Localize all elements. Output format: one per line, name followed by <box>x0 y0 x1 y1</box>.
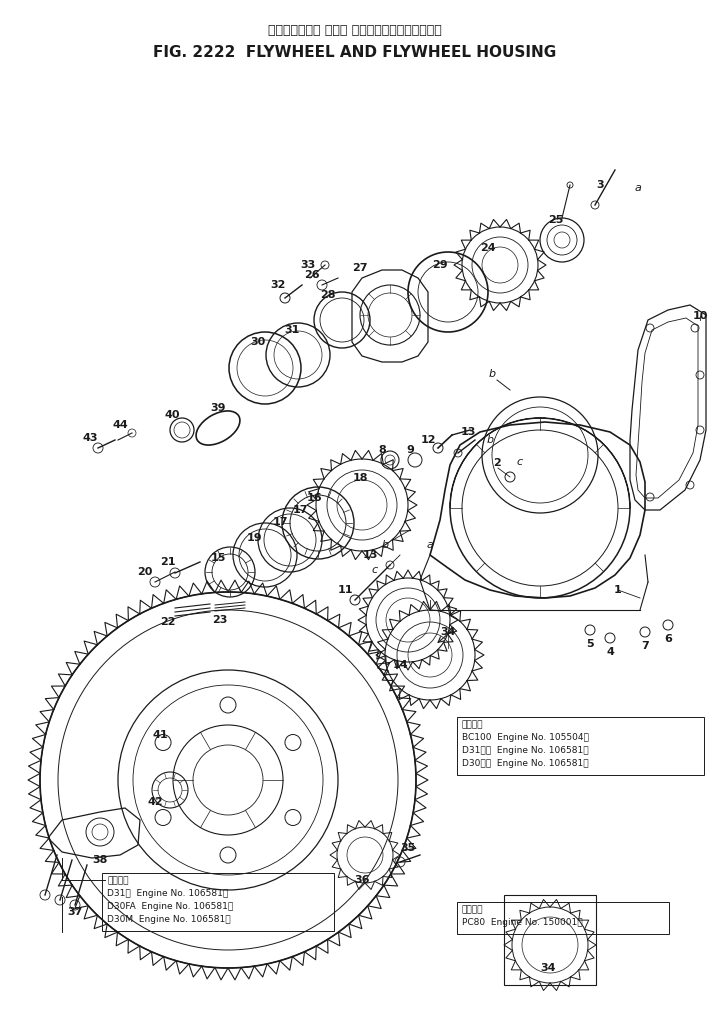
Text: 29: 29 <box>432 260 448 270</box>
Text: 19: 19 <box>247 533 263 543</box>
Text: 20: 20 <box>137 567 153 577</box>
Text: c: c <box>372 565 378 576</box>
Text: 30: 30 <box>250 337 266 347</box>
Text: 41: 41 <box>152 730 168 740</box>
Text: 16: 16 <box>307 493 323 503</box>
Text: 44: 44 <box>112 420 128 430</box>
Text: 34: 34 <box>540 963 556 973</box>
Text: 適用彿號: 適用彿號 <box>107 876 129 885</box>
Text: 25: 25 <box>548 215 564 225</box>
Text: 24: 24 <box>480 243 496 253</box>
Text: 1: 1 <box>614 585 622 595</box>
Text: 31: 31 <box>284 325 300 335</box>
Text: b: b <box>486 435 493 445</box>
Text: 21: 21 <box>160 557 176 567</box>
Text: 34: 34 <box>440 627 456 637</box>
Text: 14: 14 <box>392 660 408 670</box>
Text: b: b <box>381 540 389 550</box>
Text: 38: 38 <box>92 855 107 865</box>
Text: 40: 40 <box>164 410 180 420</box>
Text: 適用彿號: 適用彿號 <box>462 720 483 729</box>
Text: 39: 39 <box>210 403 226 413</box>
Text: D31　　  Engine No. 106581～: D31 Engine No. 106581～ <box>462 746 589 755</box>
Text: 23: 23 <box>213 615 228 625</box>
Text: a: a <box>634 183 641 193</box>
Text: D30FA  Engine No. 106581～: D30FA Engine No. 106581～ <box>107 902 233 911</box>
Text: 35: 35 <box>400 843 416 853</box>
Text: D31　  Engine No. 106581～: D31 Engine No. 106581～ <box>107 889 228 898</box>
Text: a: a <box>427 540 434 550</box>
Text: 28: 28 <box>320 290 336 300</box>
Text: 適用彿號: 適用彿號 <box>462 905 483 914</box>
Text: 15: 15 <box>210 553 225 563</box>
Text: 18: 18 <box>352 473 368 483</box>
Text: 10: 10 <box>693 311 707 321</box>
Text: 27: 27 <box>352 263 368 273</box>
Text: 3: 3 <box>597 180 604 190</box>
Text: 17: 17 <box>272 517 288 527</box>
Text: PC80  Engine No. 150001～: PC80 Engine No. 150001～ <box>462 918 582 927</box>
Text: 26: 26 <box>304 270 320 280</box>
Text: 17: 17 <box>292 505 308 515</box>
Text: 43: 43 <box>82 433 97 443</box>
Text: 42: 42 <box>147 797 163 807</box>
Text: 12: 12 <box>420 435 436 445</box>
Text: 36: 36 <box>354 875 370 885</box>
Text: FIG. 2222  FLYWHEEL AND FLYWHEEL HOUSING: FIG. 2222 FLYWHEEL AND FLYWHEEL HOUSING <box>154 45 557 60</box>
Text: 4: 4 <box>606 647 614 657</box>
Text: 6: 6 <box>664 634 672 644</box>
Text: 13: 13 <box>363 550 378 560</box>
Text: 32: 32 <box>270 280 286 290</box>
Text: 8: 8 <box>378 445 386 455</box>
Text: 2: 2 <box>493 458 501 468</box>
Text: フライホイール および フライホイールハウジング: フライホイール および フライホイールハウジング <box>268 23 442 37</box>
Text: c: c <box>517 457 523 467</box>
Text: 7: 7 <box>641 641 649 651</box>
Text: BC100  Engine No. 105504～: BC100 Engine No. 105504～ <box>462 733 589 742</box>
Text: D30　　  Engine No. 106581～: D30 Engine No. 106581～ <box>462 759 589 768</box>
Text: 5: 5 <box>586 639 594 649</box>
Text: 9: 9 <box>406 445 414 455</box>
Text: 13: 13 <box>460 427 476 437</box>
Text: D30M  Engine No. 106581～: D30M Engine No. 106581～ <box>107 915 230 924</box>
Text: 33: 33 <box>300 260 316 270</box>
Text: 22: 22 <box>160 617 176 627</box>
Text: b: b <box>488 369 496 379</box>
Text: 11: 11 <box>337 585 353 595</box>
Text: 37: 37 <box>68 907 82 917</box>
